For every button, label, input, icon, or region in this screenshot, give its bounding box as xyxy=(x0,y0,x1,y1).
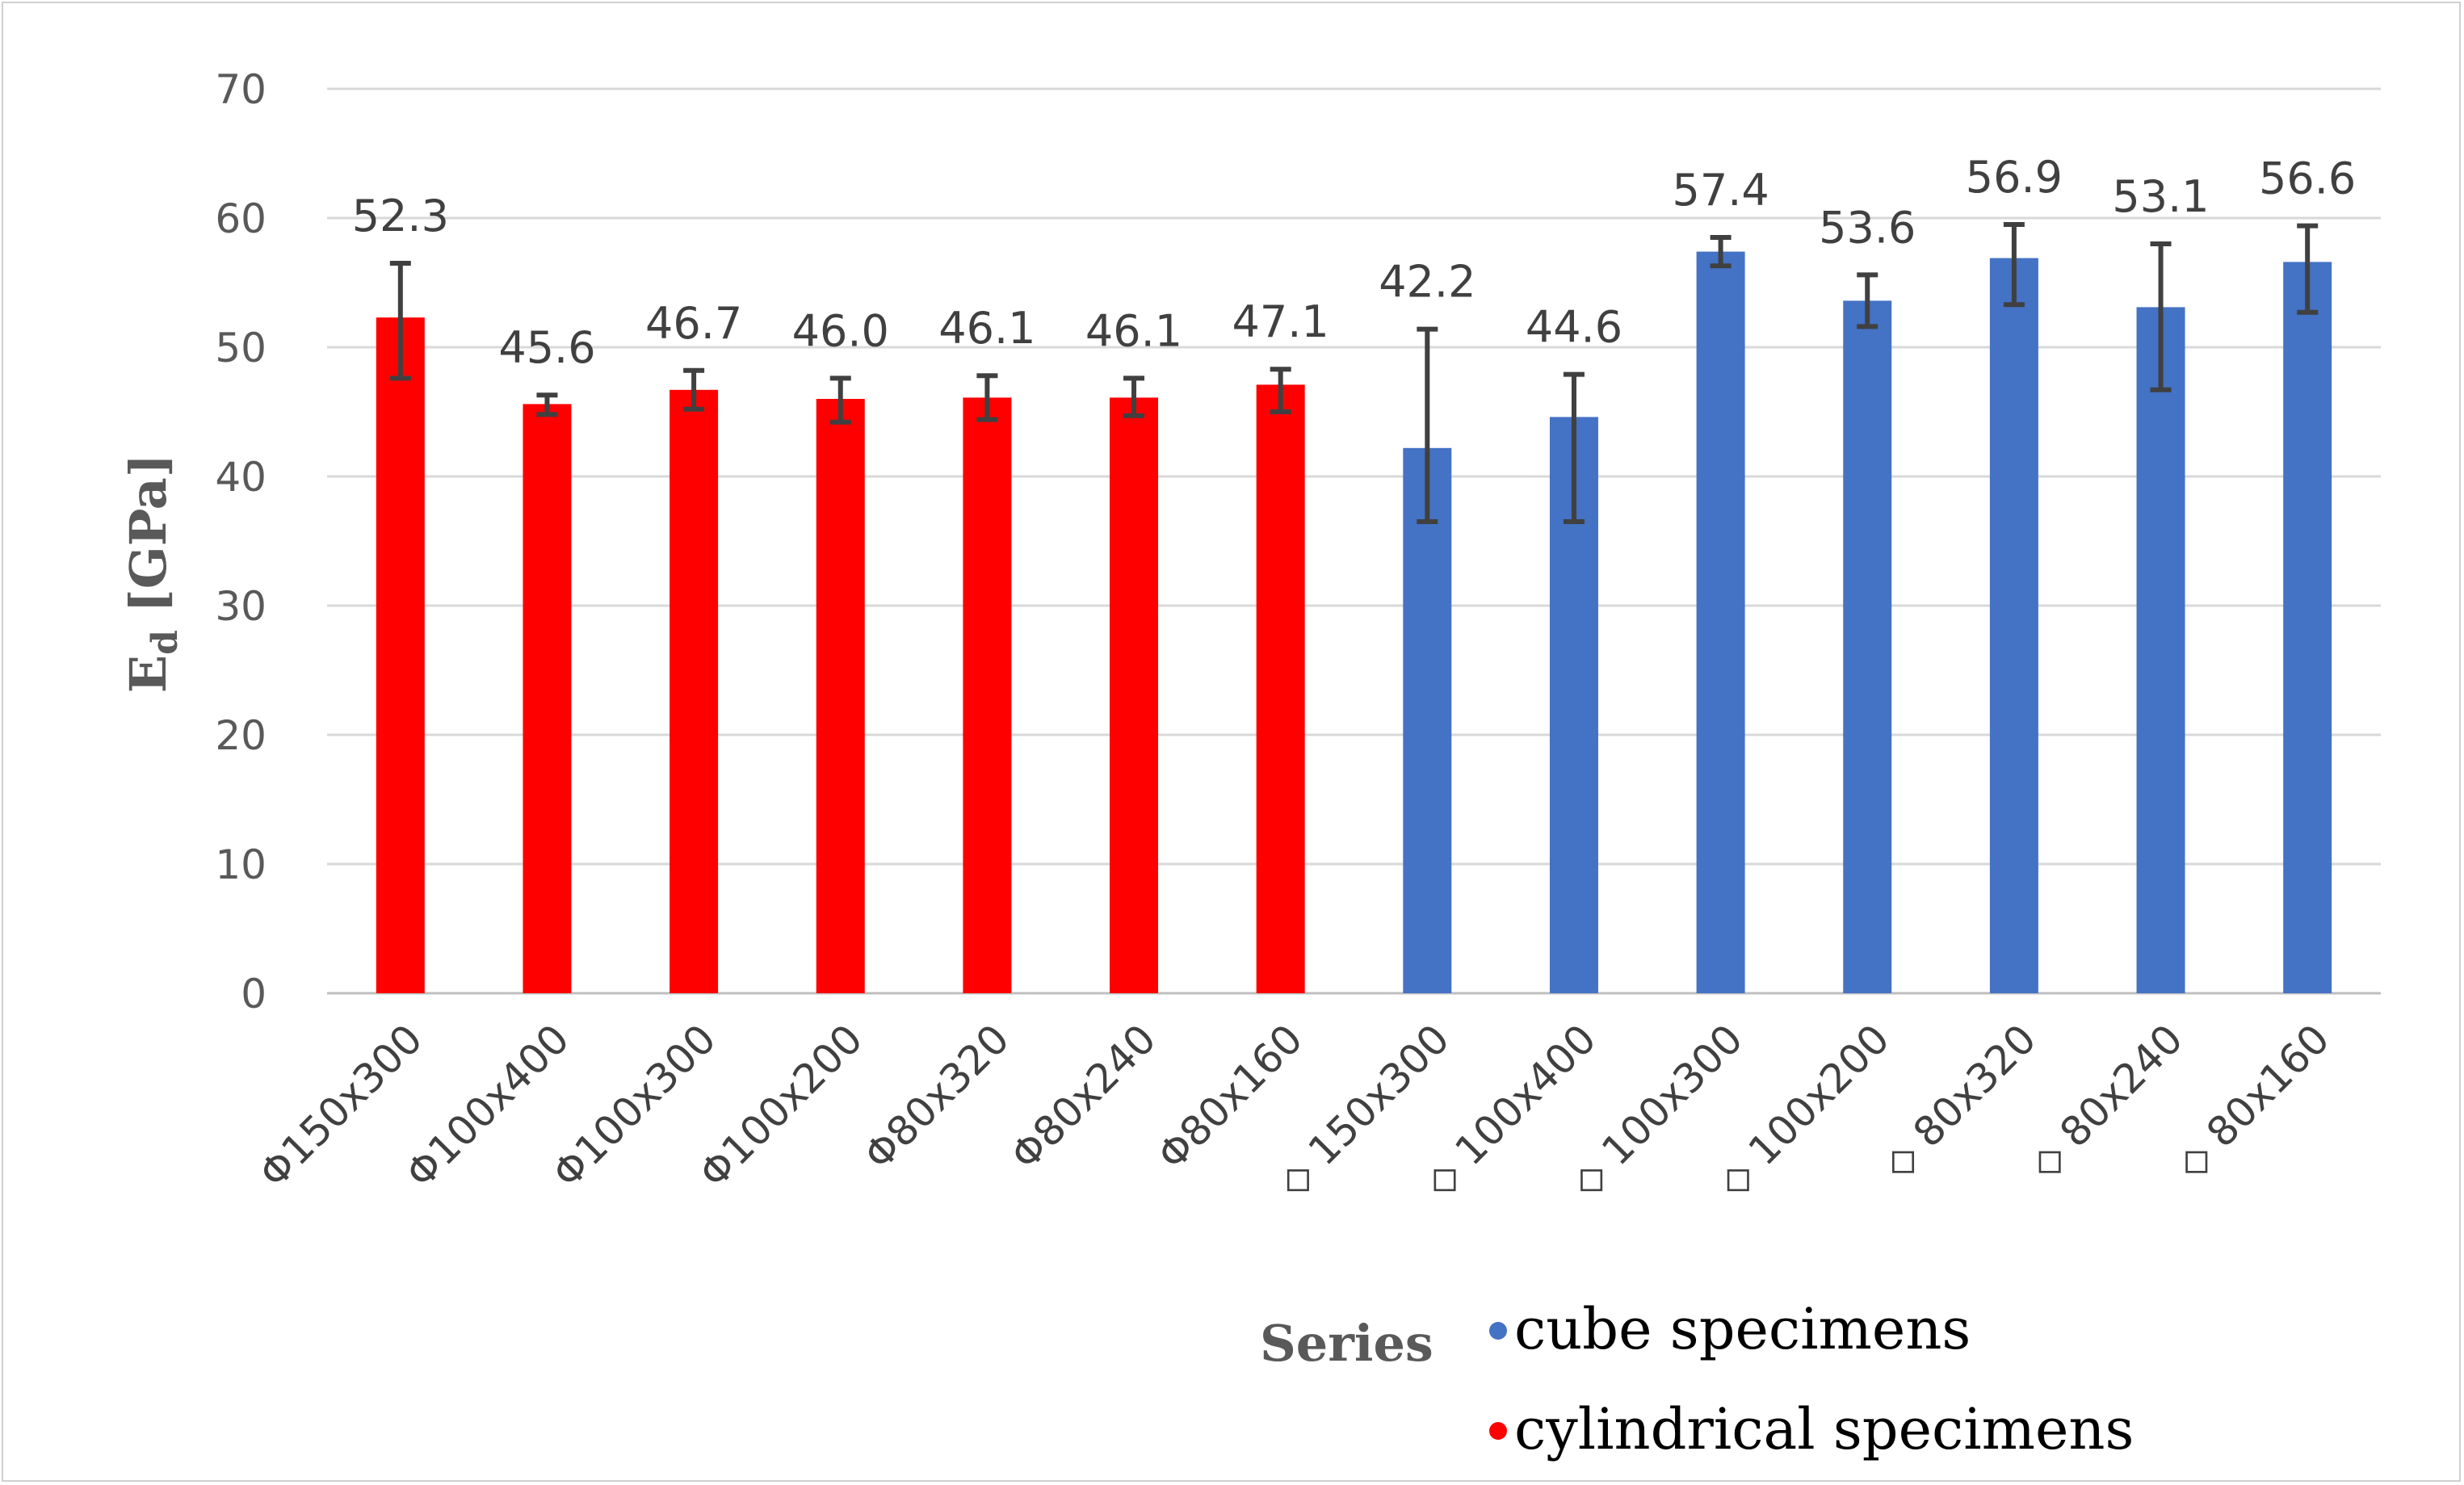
x-tick-label: ◇ 80x160 xyxy=(2167,1015,2339,1187)
data-label: 46.1 xyxy=(938,303,1035,354)
error-bar xyxy=(1270,367,1291,414)
y-axis-ticks: 0 10 20 30 40 50 60 70 xyxy=(215,66,267,1017)
bar xyxy=(1989,258,2038,994)
x-tick-label: Φ80x240 xyxy=(1001,1015,1165,1178)
y-axis-title: Ed [GPa] xyxy=(119,454,186,693)
error-bar xyxy=(2150,241,2172,392)
bar xyxy=(376,317,425,993)
y-tick-label: 0 xyxy=(241,971,267,1017)
data-label: 44.6 xyxy=(1526,302,1622,353)
legend-marker-cylindrical xyxy=(1489,1422,1507,1440)
bar xyxy=(1110,397,1159,993)
error-bar xyxy=(829,375,851,425)
data-label: 46.1 xyxy=(1085,305,1182,356)
data-label: 46.0 xyxy=(792,305,889,356)
error-bar xyxy=(389,261,411,381)
data-labels: 52.3 45.6 46.7 46.0 46.1 46.1 47.1 42.2 44.6 57.4… xyxy=(352,152,2357,373)
error-bar xyxy=(1417,326,1438,524)
legend-marker-cube xyxy=(1489,1322,1507,1340)
data-label: 47.1 xyxy=(1232,296,1329,347)
x-axis-categories: Φ150x300Φ100x400Φ100x300Φ100x200Φ80x320Φ… xyxy=(250,1015,2339,1205)
data-label: 56.6 xyxy=(2259,153,2356,204)
data-label: 45.6 xyxy=(498,322,595,373)
bar xyxy=(1403,447,1452,993)
legend-title: Series xyxy=(1260,1314,1433,1373)
bar xyxy=(963,397,1012,993)
y-tick-label: 60 xyxy=(215,195,267,242)
error-bar xyxy=(1123,375,1145,418)
x-tick-label: ◇ 80x320 xyxy=(1874,1015,2046,1187)
y-tick-label: 30 xyxy=(215,583,267,630)
error-bar xyxy=(2297,223,2319,315)
bars xyxy=(376,251,2332,994)
error-bar xyxy=(976,373,998,422)
legend: Series cube specimens cylindrical specim… xyxy=(1260,1296,2134,1462)
bar xyxy=(816,399,865,993)
bar xyxy=(1256,384,1305,993)
error-bars xyxy=(389,222,2319,524)
error-bar xyxy=(536,392,558,417)
bar xyxy=(2136,307,2185,993)
data-label: 46.7 xyxy=(645,298,742,349)
data-label: 56.9 xyxy=(1966,152,2063,203)
data-label: 42.2 xyxy=(1379,257,1475,308)
y-tick-label: 40 xyxy=(215,454,267,501)
error-bar xyxy=(1563,371,1585,524)
error-bar xyxy=(1857,272,1878,329)
y-tick-label: 50 xyxy=(215,325,267,371)
data-label: 57.4 xyxy=(1672,165,1769,216)
error-bar xyxy=(683,367,705,412)
x-tick-label: Φ80x320 xyxy=(855,1015,1018,1178)
data-label: 52.3 xyxy=(352,191,449,241)
bar xyxy=(670,389,719,993)
y-tick-label: 70 xyxy=(215,66,267,113)
data-label: 53.1 xyxy=(2112,171,2209,222)
data-label: 53.6 xyxy=(1819,202,1916,253)
x-tick-label: ◇ 80x240 xyxy=(2020,1015,2192,1187)
y-tick-label: 10 xyxy=(215,841,267,888)
legend-label-cylindrical: cylindrical specimens xyxy=(1514,1396,2134,1462)
error-bar xyxy=(1710,235,1732,269)
bar xyxy=(2283,262,2332,993)
legend-label-cube: cube specimens xyxy=(1514,1296,1971,1362)
error-bar xyxy=(2003,222,2025,308)
bar xyxy=(523,404,572,993)
bar xyxy=(1843,300,1892,993)
gridlines xyxy=(327,87,2381,995)
bar xyxy=(1696,251,1745,994)
y-tick-label: 20 xyxy=(215,712,267,759)
